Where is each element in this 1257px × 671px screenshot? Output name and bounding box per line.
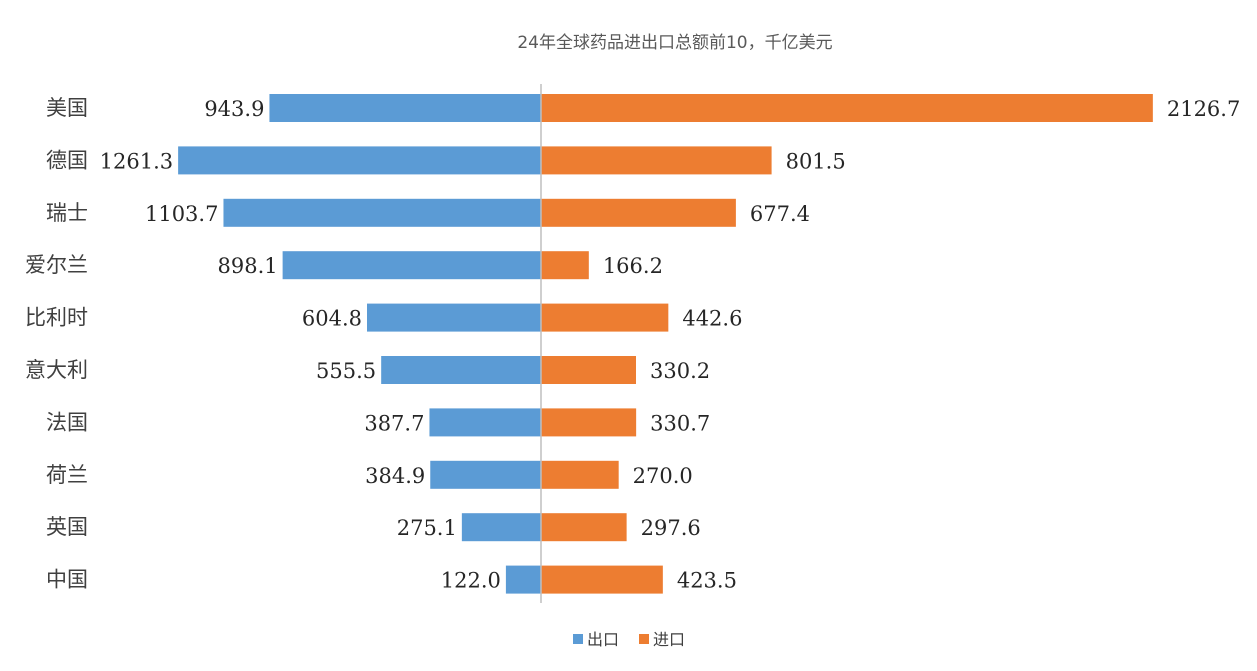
bar-import xyxy=(541,146,772,175)
data-label-export: 275.1 xyxy=(397,516,457,540)
bar-import xyxy=(541,460,619,489)
bar-import xyxy=(541,513,627,542)
bar-export xyxy=(366,303,541,332)
bar-import xyxy=(541,94,1153,122)
bar-export xyxy=(269,94,541,122)
bar-export xyxy=(505,565,541,594)
data-label-import: 801.5 xyxy=(786,149,846,173)
legend-label-import: 进口 xyxy=(653,630,685,649)
data-label-export: 1261.3 xyxy=(100,149,173,173)
bar-export xyxy=(282,251,541,280)
bar-import xyxy=(541,303,669,332)
category-label: 英国 xyxy=(46,515,88,539)
category-label: 意大利 xyxy=(25,358,88,382)
category-label: 瑞士 xyxy=(46,201,88,225)
category-label: 比利时 xyxy=(25,306,88,330)
data-label-import: 330.2 xyxy=(650,359,710,383)
category-label: 美国 xyxy=(46,96,88,120)
bar-export xyxy=(461,513,541,542)
legend-label-export: 出口 xyxy=(587,630,619,649)
category-label: 荷兰 xyxy=(46,463,88,487)
data-label-import: 423.5 xyxy=(677,569,737,593)
data-label-import: 166.2 xyxy=(603,254,663,278)
data-label-export: 122.0 xyxy=(441,569,501,593)
category-label: 法国 xyxy=(46,410,88,434)
bar-import xyxy=(541,251,589,280)
data-label-export: 384.9 xyxy=(365,464,425,488)
bar-export xyxy=(381,356,541,384)
bar-import xyxy=(541,408,637,437)
bar-export xyxy=(429,408,541,437)
bar-export xyxy=(430,460,541,489)
data-label-import: 2126.7 xyxy=(1167,97,1240,121)
data-label-export: 555.5 xyxy=(316,359,376,383)
category-label: 爱尔兰 xyxy=(25,253,88,277)
bar-import xyxy=(541,565,663,594)
data-label-export: 898.1 xyxy=(217,254,277,278)
data-label-export: 604.8 xyxy=(302,307,362,331)
legend-swatch-export xyxy=(573,634,583,644)
data-label-import: 677.4 xyxy=(750,202,810,226)
labels-layer: 美国 943.9 2126.7 德国 1261.3 801.5 瑞士 1103.7 677.4 爱… xyxy=(25,96,1240,593)
data-label-export: 943.9 xyxy=(204,97,264,121)
chart-title: 24年全球药品进出口总额前10，千亿美元 xyxy=(517,33,832,53)
category-label: 中国 xyxy=(46,568,88,592)
data-label-import: 330.7 xyxy=(650,411,710,435)
legend: 出口 进口 xyxy=(573,630,685,649)
data-label-export: 1103.7 xyxy=(145,202,218,226)
category-label: 德国 xyxy=(46,148,88,172)
bars-layer xyxy=(178,94,1153,594)
data-label-import: 442.6 xyxy=(682,307,742,331)
bar-import xyxy=(541,198,736,227)
data-label-import: 270.0 xyxy=(633,464,693,488)
bar-export xyxy=(178,146,541,175)
bar-import xyxy=(541,356,636,384)
data-label-export: 387.7 xyxy=(364,411,424,435)
data-label-import: 297.6 xyxy=(641,516,701,540)
bar-export xyxy=(223,198,541,227)
legend-swatch-import xyxy=(639,634,649,644)
